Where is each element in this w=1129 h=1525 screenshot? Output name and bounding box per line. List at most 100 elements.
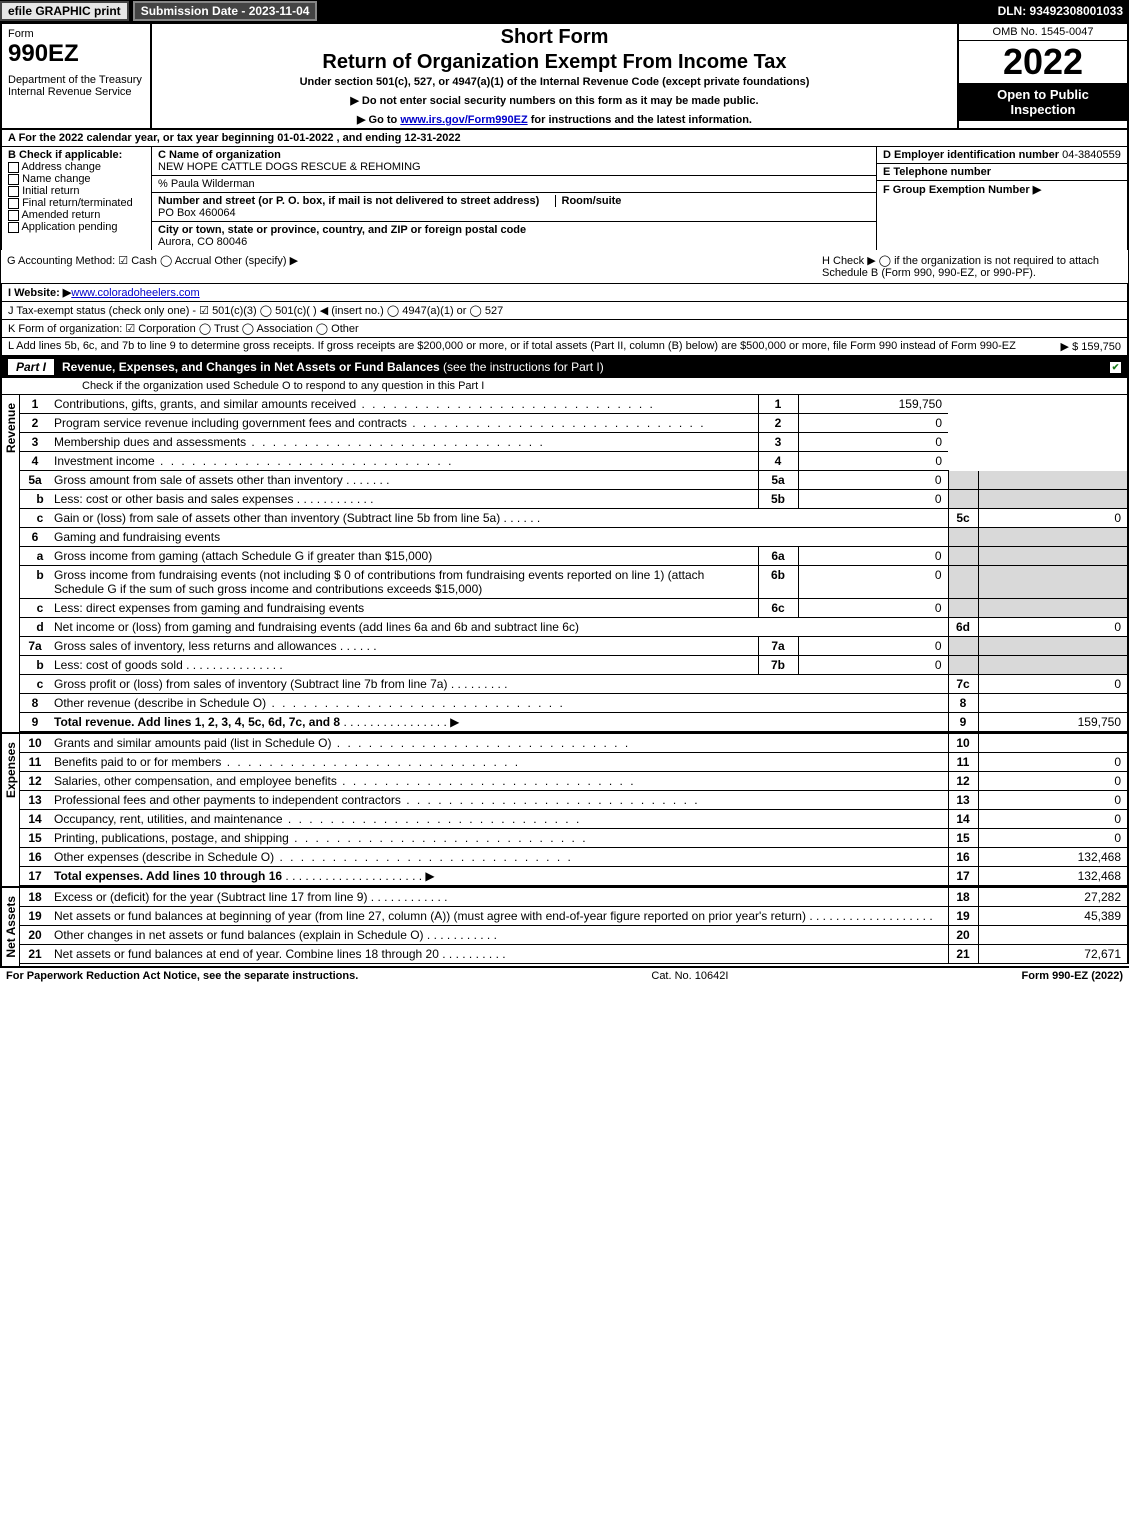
- line-11-val: 0: [978, 753, 1128, 772]
- line-20-val: [978, 926, 1128, 945]
- line-4-desc: Investment income: [50, 452, 758, 471]
- row-a: A For the 2022 calendar year, or tax yea…: [0, 130, 1129, 147]
- header-mid: Short Form Return of Organization Exempt…: [152, 24, 957, 128]
- line-6b-box: [948, 566, 978, 599]
- line-19-desc: Net assets or fund balances at beginning…: [54, 909, 806, 923]
- pi-title: Revenue, Expenses, and Changes in Net As…: [62, 360, 440, 374]
- line-5b-desc: Less: cost or other basis and sales expe…: [54, 492, 293, 506]
- footer: For Paperwork Reduction Act Notice, see …: [0, 968, 1129, 984]
- line-6b-val: [978, 566, 1128, 599]
- part-i-check[interactable]: [1110, 360, 1121, 374]
- line-12-desc: Salaries, other compensation, and employ…: [50, 772, 948, 791]
- line-5a-val: [978, 471, 1128, 490]
- footer-cat: Cat. No. 10642I: [651, 970, 728, 982]
- line-13-box: 13: [948, 791, 978, 810]
- check-final-return[interactable]: Final return/terminated: [8, 197, 145, 209]
- check-address-change[interactable]: Address change: [8, 161, 145, 173]
- efile-print-button[interactable]: efile GRAPHIC print: [0, 1, 129, 21]
- row-i: I Website: ▶www.coloradoheelers.com: [0, 284, 1129, 302]
- line-7b-mb: 7b: [758, 656, 798, 675]
- check-initial-return[interactable]: Initial return: [8, 185, 145, 197]
- line-2-box: 2: [758, 414, 798, 433]
- line-1-box: 1: [758, 395, 798, 414]
- line-17-val: 132,468: [978, 867, 1128, 886]
- col-c: C Name of organization NEW HOPE CATTLE D…: [152, 147, 877, 250]
- website-link[interactable]: www.coloradoheelers.com: [71, 287, 199, 299]
- line-5c-desc: Gain or (loss) from sale of assets other…: [54, 511, 500, 525]
- check-pending[interactable]: Application pending: [8, 221, 145, 233]
- row-j: J Tax-exempt status (check only one) - ☑…: [0, 302, 1129, 320]
- line-6a-desc: Gross income from gaming (attach Schedul…: [50, 547, 758, 566]
- revenue-side-label: Revenue: [2, 395, 20, 461]
- org-name: NEW HOPE CATTLE DOGS RESCUE & REHOMING: [158, 161, 421, 173]
- part-i-badge: Part I: [8, 359, 54, 375]
- line-6-val: [978, 528, 1128, 547]
- submission-date-button[interactable]: Submission Date - 2023-11-04: [133, 1, 318, 21]
- line-9-text: Total revenue. Add lines 1, 2, 3, 4, 5c,…: [54, 715, 340, 729]
- net-assets-section: Net Assets 18Excess or (deficit) for the…: [0, 888, 1129, 968]
- line-19-val: 45,389: [978, 907, 1128, 926]
- line-6c-val: [978, 599, 1128, 618]
- line-6b-mv: 0: [798, 566, 948, 599]
- dept-label: Department of the Treasury Internal Reve…: [8, 74, 144, 98]
- revenue-section: Revenue 1Contributions, gifts, grants, a…: [0, 395, 1129, 734]
- line-18-box: 18: [948, 888, 978, 907]
- h-check: H Check ▶ ◯ if the organization is not r…: [822, 254, 1122, 279]
- opt-name: Name change: [22, 173, 91, 185]
- check-amended[interactable]: Amended return: [8, 209, 145, 221]
- line-5b-val: [978, 490, 1128, 509]
- addr-lbl: Number and street (or P. O. box, if mail…: [158, 195, 539, 207]
- omb-number: OMB No. 1545-0047: [959, 24, 1127, 41]
- revenue-table: 1Contributions, gifts, grants, and simil…: [20, 395, 1129, 732]
- check-name-change[interactable]: Name change: [8, 173, 145, 185]
- line-14-box: 14: [948, 810, 978, 829]
- revenue-side: Revenue: [0, 395, 20, 732]
- room-lbl: Room/suite: [555, 195, 622, 207]
- opt-amended: Amended return: [21, 209, 100, 221]
- line-5a-desc: Gross amount from sale of assets other t…: [54, 473, 343, 487]
- goto-pre: ▶ Go to: [357, 114, 400, 126]
- line-15-box: 15: [948, 829, 978, 848]
- c-addr-lbl: Number and street (or P. O. box, if mail…: [158, 195, 870, 207]
- line-6a-box: [948, 547, 978, 566]
- goto-post: for instructions and the latest informat…: [528, 114, 752, 126]
- c-name-lbl: C Name of organization: [158, 149, 870, 161]
- line-6c-mv: 0: [798, 599, 948, 618]
- line-16-val: 132,468: [978, 848, 1128, 867]
- line-6c-box: [948, 599, 978, 618]
- line-6d-desc: Net income or (loss) from gaming and fun…: [50, 618, 948, 637]
- line-10-val: [978, 734, 1128, 753]
- line-12-box: 12: [948, 772, 978, 791]
- line-14-val: 0: [978, 810, 1128, 829]
- opt-address: Address change: [21, 161, 101, 173]
- line-7c-desc: Gross profit or (loss) from sales of inv…: [54, 677, 447, 691]
- line-8-desc: Other revenue (describe in Schedule O): [50, 694, 948, 713]
- d-lbl: D Employer identification number: [883, 149, 1059, 161]
- line-7a-val: [978, 637, 1128, 656]
- line-7b-desc: Less: cost of goods sold: [54, 658, 183, 672]
- footer-form: Form 990-EZ (2022): [1022, 970, 1123, 982]
- row-l: L Add lines 5b, 6c, and 7b to line 9 to …: [0, 338, 1129, 356]
- line-21-desc: Net assets or fund balances at end of ye…: [54, 947, 439, 961]
- line-10-desc: Grants and similar amounts paid (list in…: [50, 734, 948, 753]
- c-name-block: C Name of organization NEW HOPE CATTLE D…: [152, 147, 876, 176]
- line-13-val: 0: [978, 791, 1128, 810]
- g-accounting: G Accounting Method: ☑ Cash ◯ Accrual Ot…: [7, 254, 822, 279]
- line-17-desc: Total expenses. Add lines 10 through 16 …: [50, 867, 948, 886]
- line-7a-mb: 7a: [758, 637, 798, 656]
- c-careof: % Paula Wilderman: [152, 176, 876, 193]
- line-18-desc: Excess or (deficit) for the year (Subtra…: [54, 890, 367, 904]
- line-8-val: [978, 694, 1128, 713]
- line-7b-mv: 0: [798, 656, 948, 675]
- short-form-title: Short Form: [158, 26, 951, 49]
- line-5c-val: 0: [978, 509, 1128, 528]
- line-6b-mb: 6b: [758, 566, 798, 599]
- line-1-desc: Contributions, gifts, grants, and simila…: [50, 395, 758, 414]
- l-amount: ▶ $ 159,750: [1061, 340, 1121, 353]
- f-block: F Group Exemption Number ▶: [877, 181, 1127, 198]
- line-5a-box: [948, 471, 978, 490]
- line-11-desc: Benefits paid to or for members: [50, 753, 948, 772]
- line-17-box: 17: [948, 867, 978, 886]
- line-9-desc: Total revenue. Add lines 1, 2, 3, 4, 5c,…: [50, 713, 948, 732]
- irs-link[interactable]: www.irs.gov/Form990EZ: [400, 114, 527, 126]
